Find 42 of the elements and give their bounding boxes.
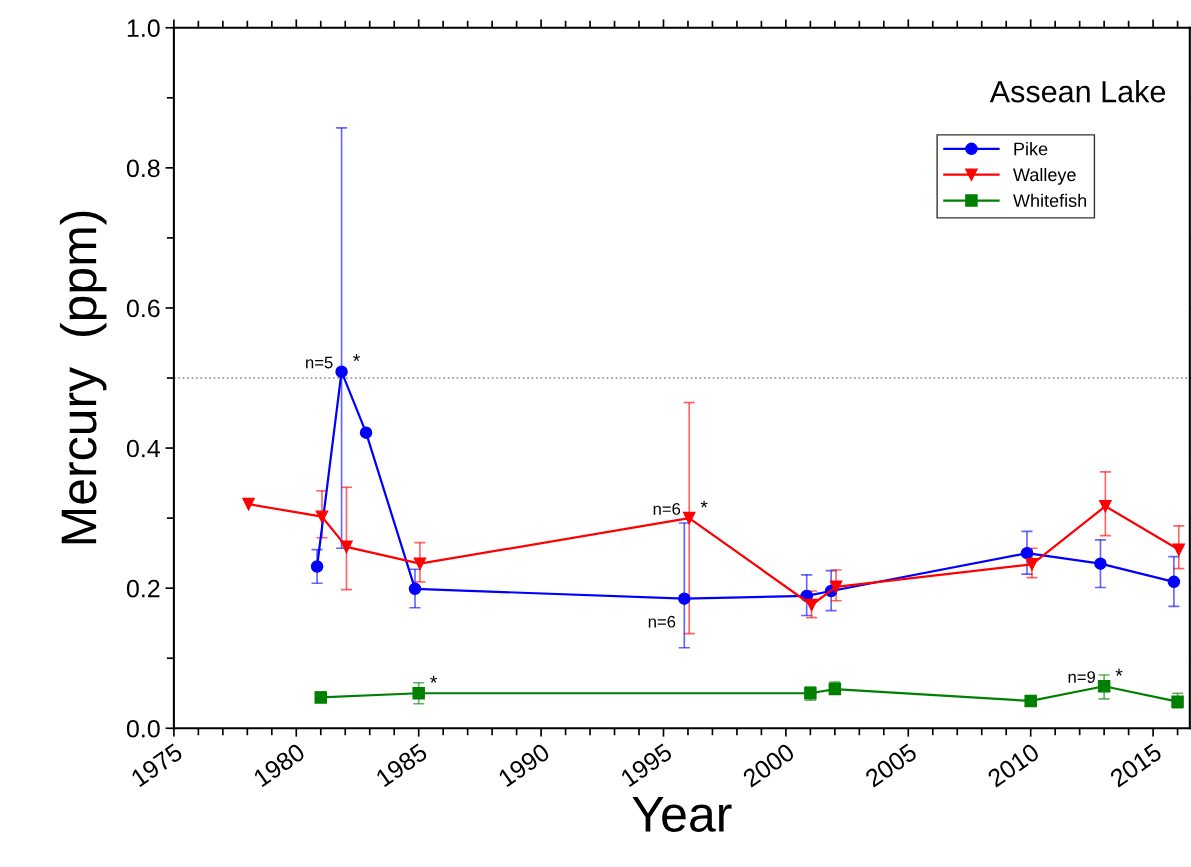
point [310, 560, 324, 573]
annotation: n=5 [306, 356, 333, 369]
x-axis-title: Year [632, 797, 732, 832]
annotation: n=6 [653, 503, 681, 515]
point [335, 365, 348, 378]
legend-label: Pike [1014, 142, 1048, 156]
point [678, 592, 691, 605]
point [1167, 575, 1181, 589]
annotation: * [1115, 668, 1123, 676]
point [408, 582, 422, 596]
point [1020, 546, 1034, 560]
annotation: * [353, 354, 360, 362]
point [315, 510, 329, 523]
point [340, 540, 353, 554]
point [1025, 558, 1039, 571]
point [413, 557, 427, 570]
text: Assean Lake [989, 80, 1166, 103]
y-tick-label: 0.4 [126, 439, 160, 458]
point [412, 687, 425, 700]
annotation: n=9 [1068, 671, 1096, 683]
y-tick-label: 0.6 [126, 299, 160, 318]
y-axis-title: Mercury (ppm) [59, 211, 107, 544]
point [314, 691, 328, 704]
y-tick-label: 1.0 [127, 19, 160, 38]
point [829, 580, 843, 594]
point [242, 497, 255, 511]
y-tick-label: 0.2 [126, 579, 160, 598]
point [1099, 499, 1112, 513]
point [682, 511, 696, 525]
point [359, 426, 373, 439]
annotation: n=6 [648, 615, 676, 628]
y-tick-label: 0.8 [126, 159, 160, 178]
point [1172, 543, 1186, 556]
point [805, 598, 818, 612]
point [1094, 557, 1107, 570]
y-tick-label: 0.0 [126, 719, 160, 738]
annotation: * [430, 675, 438, 683]
legend-label: Walleye [1013, 167, 1076, 185]
point [1097, 679, 1111, 693]
legend-label: Whitefish [1013, 193, 1087, 208]
point [1024, 694, 1037, 708]
annotation: * [700, 500, 708, 508]
